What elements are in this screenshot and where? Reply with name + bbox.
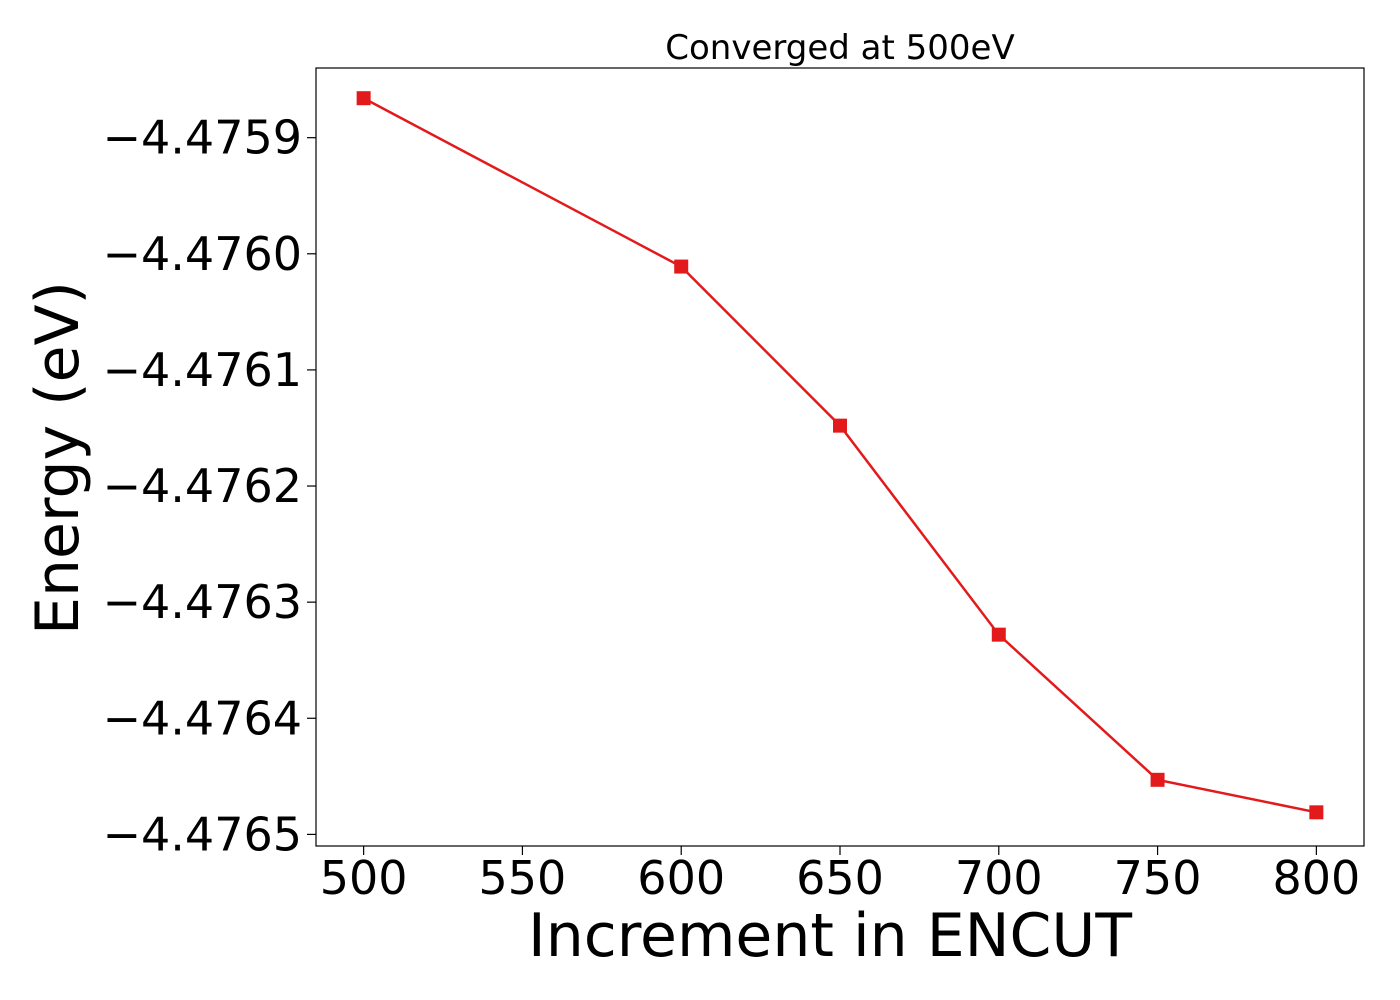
y-tick-label: −4.4764 [103,691,303,745]
x-tick-label: 600 [637,851,725,905]
data-point [356,91,371,106]
series-layer [356,91,1324,820]
data-point [1150,772,1165,787]
y-axis-title: Energy (eV) [23,281,93,635]
series-line [363,97,1317,814]
y-tick-label: −4.4760 [103,227,303,281]
y-tick-label: −4.4759 [103,111,303,165]
x-axis-title: Increment in ENCUT [528,901,1132,971]
x-tick-label: 650 [796,851,884,905]
x-axis: 500 550 600 650 700 750 800 [320,846,1360,905]
x-tick-label: 550 [479,851,567,905]
y-tick-label: −4.4762 [103,459,303,513]
data-point [991,627,1006,642]
data-point [833,418,847,433]
y-tick-label: −4.4761 [103,343,303,397]
y-tick-label: −4.4765 [103,807,303,861]
data-point [674,259,689,274]
y-axis: −4.4759 −4.4760 −4.4761 −4.4762 −4.4763 −4.47… [103,111,316,861]
x-tick-label: 750 [1114,851,1202,905]
plot-frame [315,67,1365,847]
chart-title: Converged at 500eV [665,28,1014,68]
x-tick-label: 700 [955,851,1043,905]
data-point [1309,805,1324,820]
x-tick-label: 800 [1272,851,1360,905]
y-tick-label: −4.4763 [103,575,303,629]
x-tick-label: 500 [320,851,408,905]
